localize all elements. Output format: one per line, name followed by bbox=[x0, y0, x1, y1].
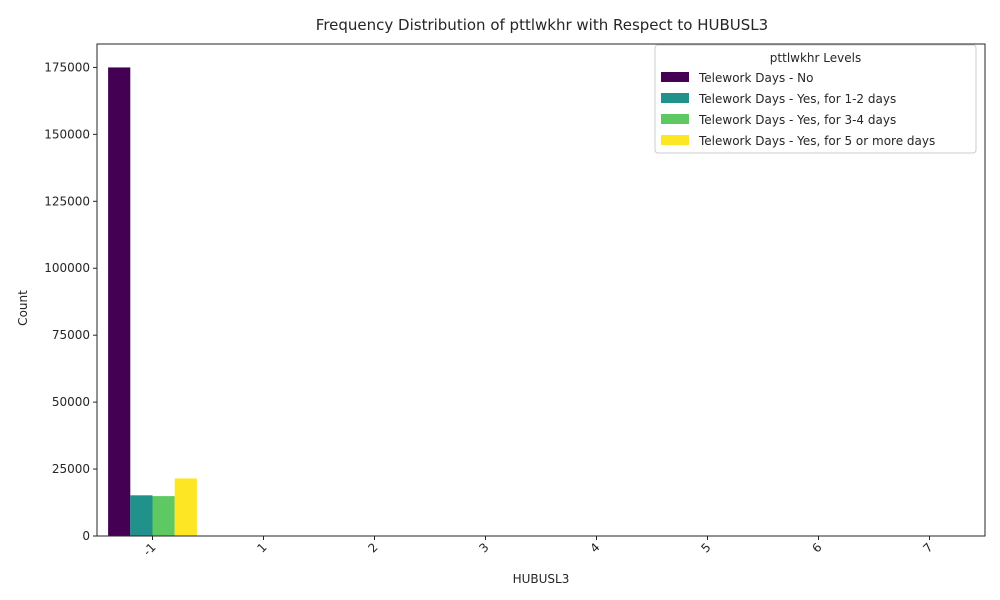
y-tick-label: 150000 bbox=[44, 127, 90, 141]
plot-frame bbox=[96, 43, 986, 537]
plot-area: 0 25000 50000 75000 100000 125000 150000 175000… bbox=[44, 43, 986, 559]
bar bbox=[152, 496, 175, 536]
legend-swatch bbox=[661, 135, 689, 145]
legend: pttlwkhr Levels Telework Days - No Telewor… bbox=[654, 44, 977, 154]
y-tick-label: 100000 bbox=[44, 261, 90, 275]
y-tick-label: 175000 bbox=[44, 60, 90, 74]
legend-title: pttlwkhr Levels bbox=[770, 51, 861, 65]
legend-label: Telework Days - No bbox=[698, 71, 813, 85]
legend-label: Telework Days - Yes, for 1-2 days bbox=[698, 92, 896, 106]
legend-label: Telework Days - Yes, for 5 or more days bbox=[698, 134, 935, 148]
legend-label: Telework Days - Yes, for 3-4 days bbox=[698, 113, 896, 127]
bar bbox=[174, 478, 197, 536]
legend-swatch bbox=[661, 93, 689, 103]
x-axis-label: HUBUSL3 bbox=[513, 572, 570, 586]
y-tick-label: 50000 bbox=[52, 395, 90, 409]
legend-swatch bbox=[661, 114, 689, 124]
bar bbox=[130, 495, 153, 536]
y-tick-label: 75000 bbox=[52, 328, 90, 342]
chart-title: Frequency Distribution of pttlwkhr with … bbox=[316, 16, 768, 34]
bar bbox=[108, 67, 131, 536]
y-axis-label: Count bbox=[16, 290, 30, 326]
legend-swatch bbox=[661, 72, 689, 82]
legend-box bbox=[654, 44, 977, 154]
y-tick-label: 0 bbox=[82, 529, 90, 543]
y-tick-label: 125000 bbox=[44, 194, 90, 208]
y-tick-label: 25000 bbox=[52, 462, 90, 476]
